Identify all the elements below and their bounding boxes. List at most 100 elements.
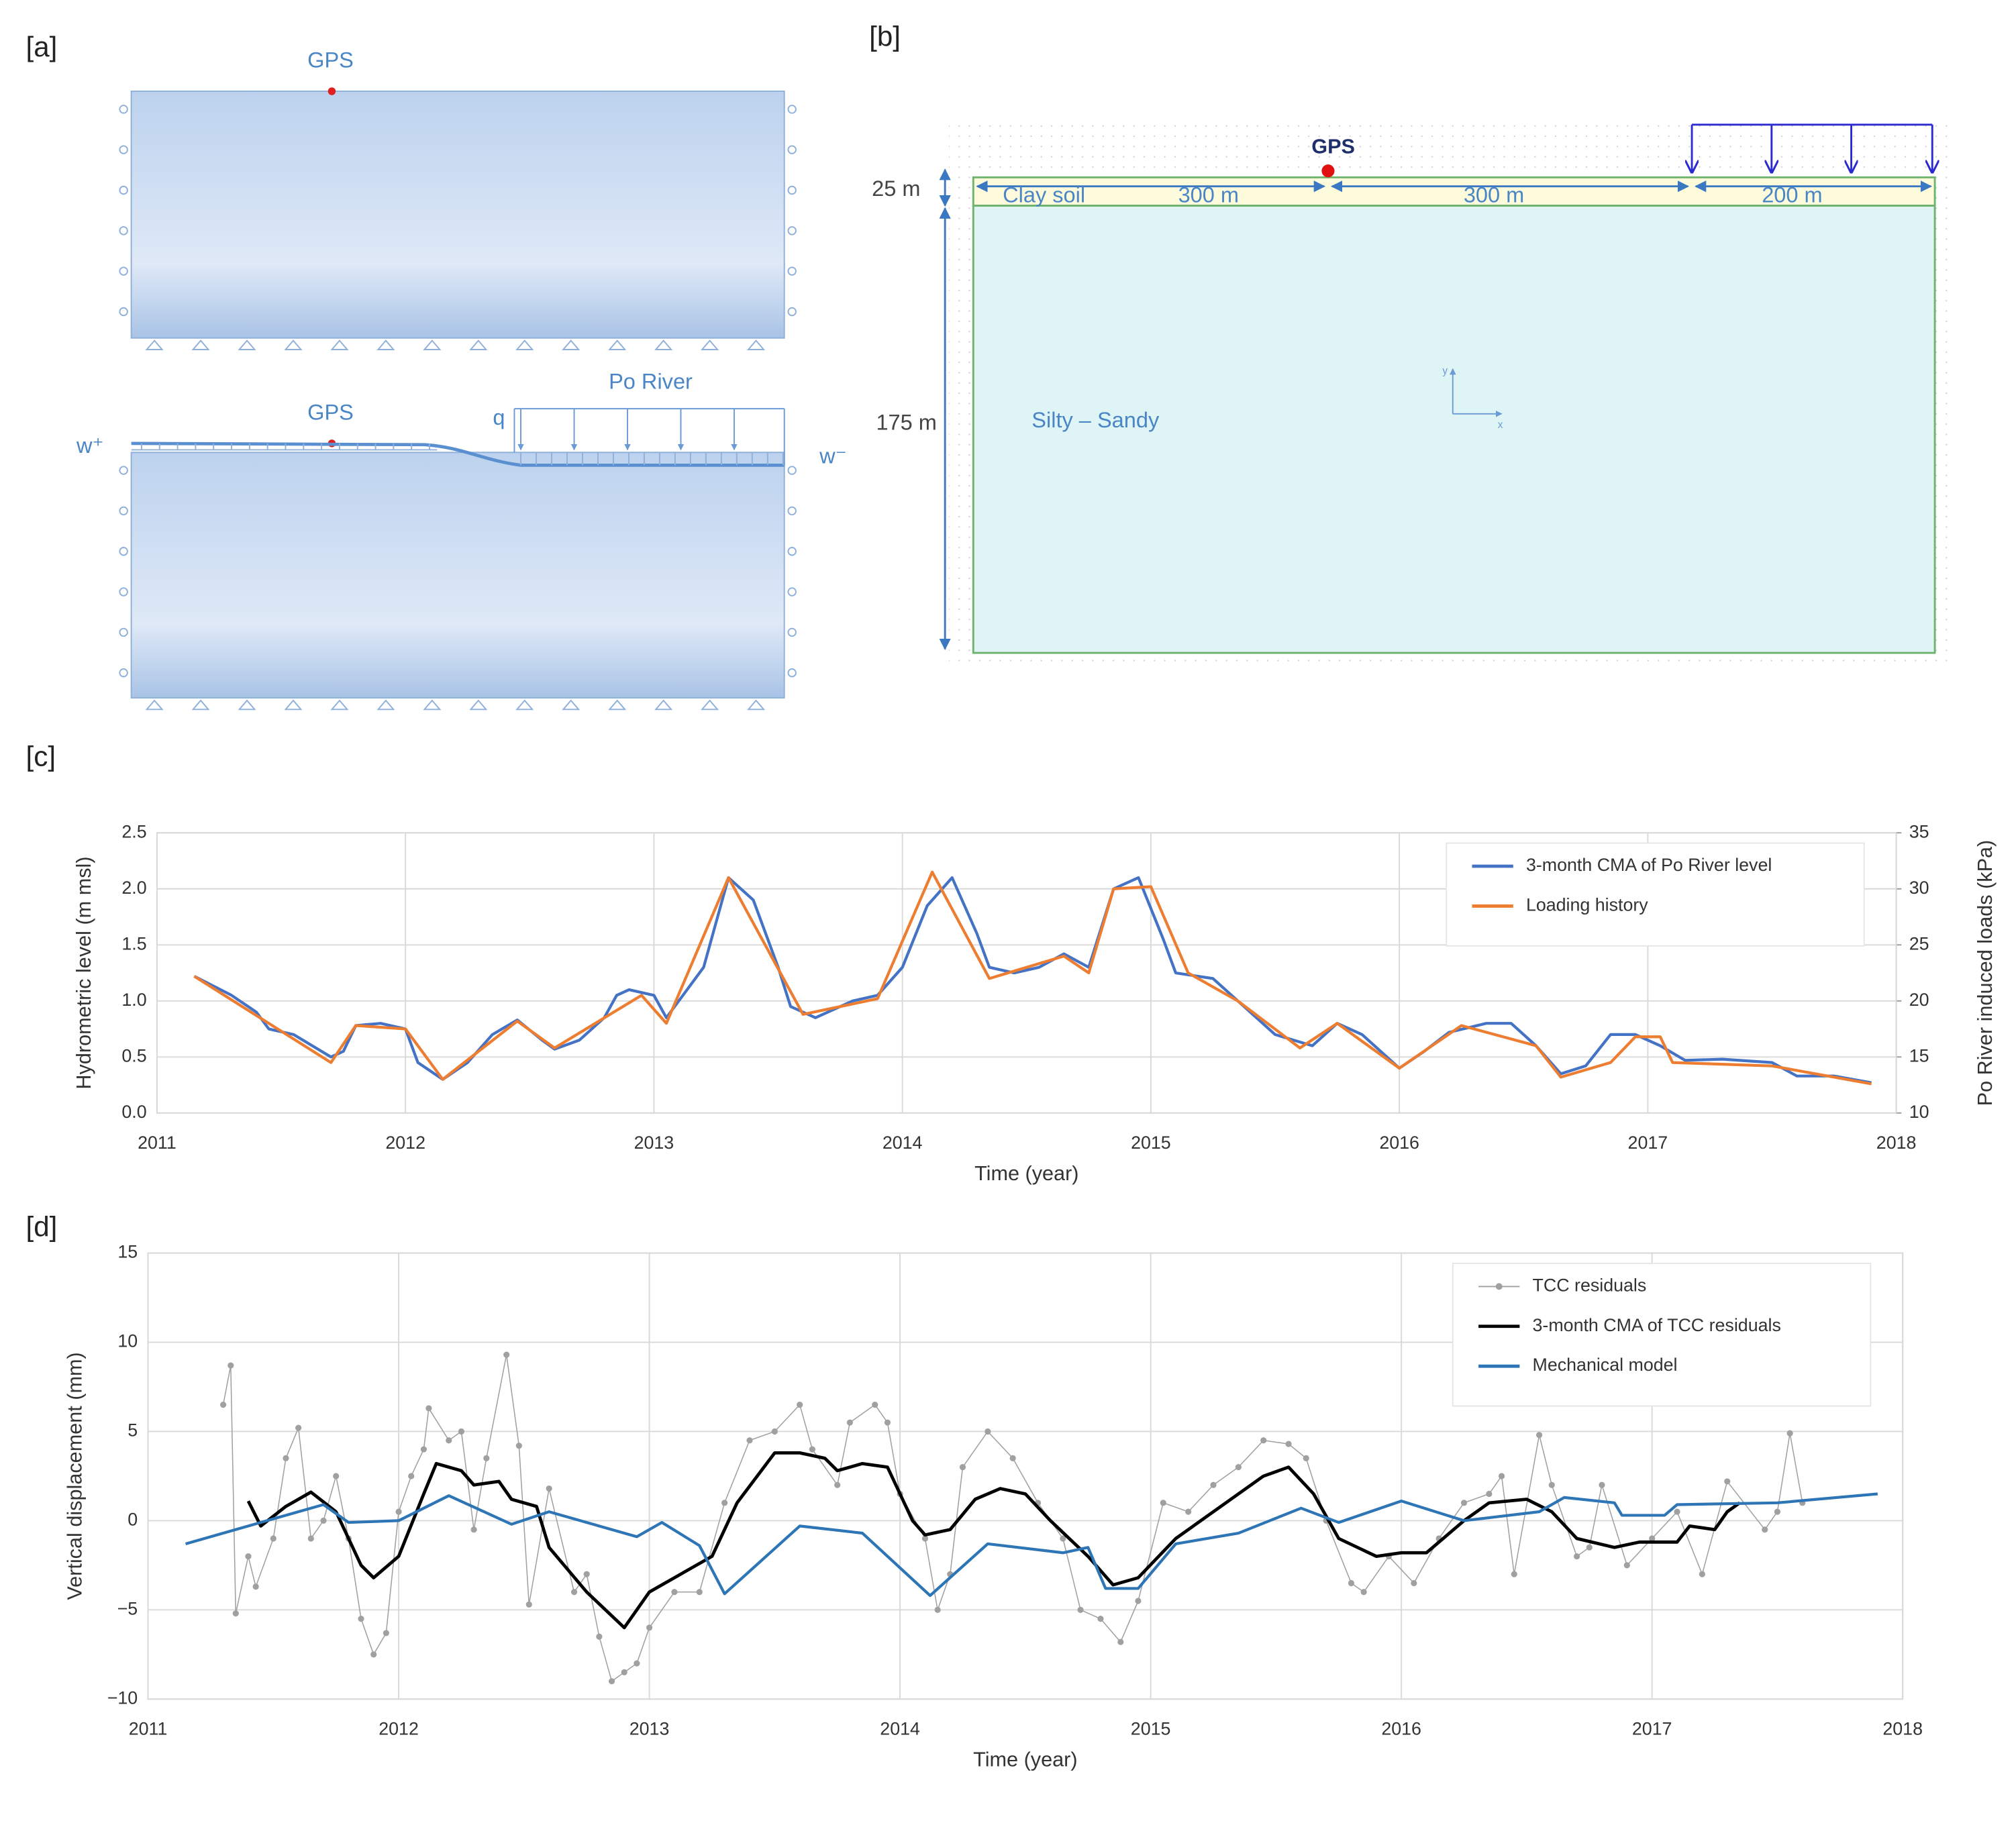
support — [469, 340, 488, 350]
data-point — [646, 1624, 653, 1631]
data-point — [1077, 1606, 1084, 1613]
y-tick-label: 1.0 — [121, 990, 146, 1010]
data-point — [634, 1660, 640, 1667]
data-point — [245, 1553, 252, 1560]
support — [238, 699, 256, 711]
data-point — [797, 1401, 803, 1408]
data-point — [1360, 1589, 1367, 1596]
data-point — [1649, 1535, 1656, 1542]
data-point — [671, 1589, 678, 1596]
data-point — [546, 1485, 552, 1492]
load-label: q — [493, 405, 505, 429]
data-point — [1786, 1430, 1793, 1437]
y-tick-label: 0.5 — [121, 1045, 146, 1065]
support — [562, 340, 581, 350]
x-tick-label: 2016 — [1381, 1718, 1421, 1738]
roller — [119, 668, 128, 678]
support — [746, 699, 766, 711]
x-tick-label: 2015 — [1131, 1718, 1171, 1738]
data-point — [1574, 1553, 1580, 1560]
support — [330, 699, 349, 711]
data-point — [1285, 1441, 1292, 1447]
panel-label: [a] — [26, 31, 58, 62]
x-tick-label: 2012 — [379, 1718, 419, 1738]
y-tick-label: −10 — [107, 1687, 138, 1708]
data-point — [228, 1362, 234, 1369]
support — [238, 340, 256, 350]
gps-point — [327, 87, 336, 95]
soil-block — [130, 91, 785, 339]
data-point — [884, 1419, 891, 1426]
roller — [787, 266, 797, 276]
y-tick-label: 2.0 — [121, 878, 146, 898]
x-tick-label: 2012 — [385, 1133, 425, 1153]
diagram-b: GPS Clay soil 300 m 300 m 200 m 25 m 175… — [872, 123, 1948, 662]
data-point — [809, 1446, 815, 1453]
data-point — [1674, 1508, 1680, 1515]
data-point — [771, 1428, 778, 1435]
y2-tick-label: 30 — [1909, 878, 1929, 898]
data-point — [1235, 1464, 1242, 1471]
y2-axis-title: Po River induced loads (kPa) — [1974, 840, 1997, 1106]
x-tick-label: 2011 — [138, 1133, 177, 1153]
data-point — [458, 1428, 465, 1435]
data-point — [358, 1616, 364, 1622]
depth-label: 25 m — [872, 176, 920, 201]
roller — [787, 668, 797, 678]
data-point — [608, 1678, 615, 1685]
data-point — [470, 1526, 477, 1533]
support — [284, 699, 303, 711]
data-point — [1623, 1562, 1630, 1569]
y-tick-label: 0 — [128, 1509, 138, 1529]
data-point — [1599, 1481, 1605, 1488]
legend-label: TCC residuals — [1533, 1275, 1647, 1295]
roller — [119, 587, 128, 596]
support — [191, 340, 210, 350]
roller — [119, 466, 128, 475]
support — [515, 699, 534, 711]
data-point — [295, 1424, 302, 1431]
y2-tick-label: 20 — [1909, 990, 1929, 1010]
data-point — [483, 1455, 490, 1461]
data-point — [696, 1589, 703, 1596]
support — [423, 340, 442, 350]
roller — [787, 185, 797, 195]
data-point — [408, 1473, 415, 1479]
panel-label: [c] — [26, 740, 56, 772]
span-label: 200 m — [1762, 183, 1822, 207]
support — [423, 699, 442, 711]
panel-label: [d] — [26, 1210, 58, 1242]
data-point — [383, 1630, 389, 1636]
support — [515, 340, 534, 350]
data-point — [1498, 1473, 1505, 1479]
water-label: w⁻ — [819, 444, 847, 468]
water-surface — [131, 441, 785, 467]
data-point — [596, 1633, 603, 1640]
data-point — [1210, 1481, 1217, 1488]
data-point — [746, 1437, 753, 1444]
data-point — [1724, 1478, 1731, 1485]
data-point — [446, 1437, 452, 1444]
roller — [119, 105, 128, 114]
data-point — [219, 1401, 227, 1408]
span-label: 300 m — [1178, 183, 1239, 207]
data-point — [1135, 1598, 1142, 1604]
series-line — [246, 1451, 1741, 1630]
data-point — [232, 1610, 239, 1617]
support — [330, 340, 349, 350]
data-point — [1348, 1579, 1355, 1587]
data-point — [307, 1535, 314, 1542]
data-point — [1009, 1455, 1016, 1461]
diagram-a: GPS GPS Po River q w⁺ w⁻ — [76, 48, 847, 711]
data-point — [1117, 1638, 1124, 1645]
soil-block — [130, 452, 785, 699]
gps-label: GPS — [307, 48, 354, 72]
data-point — [252, 1583, 259, 1590]
data-point — [583, 1571, 590, 1577]
roller — [119, 307, 128, 317]
axis-icon-label: y — [1442, 366, 1448, 377]
support — [608, 340, 627, 350]
data-point — [1411, 1579, 1417, 1587]
data-point — [525, 1601, 532, 1608]
y-tick-label: 15 — [117, 1242, 138, 1262]
